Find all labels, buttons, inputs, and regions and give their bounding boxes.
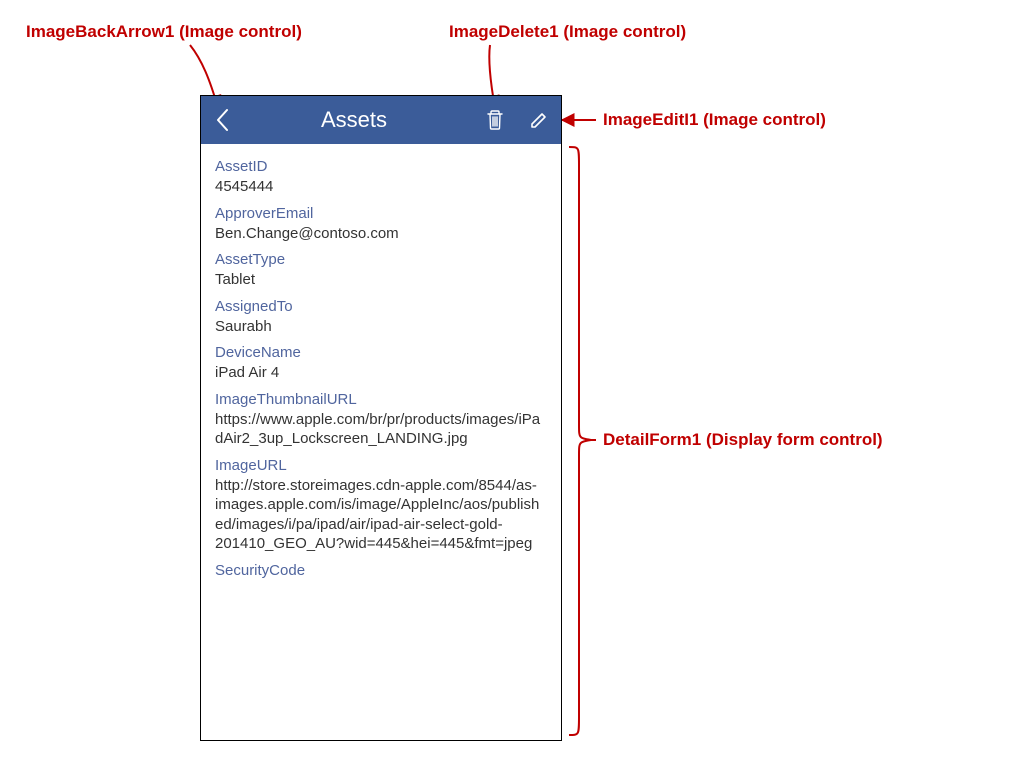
delete-button[interactable]: [473, 96, 517, 144]
field-label: AssetType: [215, 251, 547, 268]
app-header: Assets: [201, 96, 561, 144]
field-imagethumbnailurl: ImageThumbnailURL https://www.apple.com/…: [215, 391, 547, 449]
chevron-left-icon: [214, 108, 232, 132]
field-value: iPad Air 4: [215, 363, 547, 383]
field-approveremail: ApproverEmail Ben.Change@contoso.com: [215, 205, 547, 244]
field-label: AssetID: [215, 158, 547, 175]
field-value: 4545444: [215, 177, 547, 197]
trash-icon: [485, 109, 505, 131]
field-label: AssignedTo: [215, 298, 547, 315]
field-label: SecurityCode: [215, 562, 547, 579]
field-assignedto: AssignedTo Saurabh: [215, 298, 547, 337]
field-devicename: DeviceName iPad Air 4: [215, 344, 547, 383]
field-value: Ben.Change@contoso.com: [215, 224, 547, 244]
edit-button[interactable]: [517, 96, 561, 144]
header-title: Assets: [235, 107, 473, 133]
phone-frame: Assets AssetID 4545444 ApproverEmail Ben…: [200, 95, 562, 741]
field-securitycode: SecurityCode: [215, 562, 547, 579]
field-imageurl: ImageURL http://store.storeimages.cdn-ap…: [215, 457, 547, 554]
field-value: Tablet: [215, 270, 547, 290]
field-value: http://store.storeimages.cdn-apple.com/8…: [215, 476, 547, 554]
field-label: ImageThumbnailURL: [215, 391, 547, 408]
field-label: ApproverEmail: [215, 205, 547, 222]
detail-form: AssetID 4545444 ApproverEmail Ben.Change…: [201, 144, 561, 579]
field-label: ImageURL: [215, 457, 547, 474]
detailform-brace: [565, 145, 595, 740]
field-assetid: AssetID 4545444: [215, 158, 547, 197]
pencil-icon: [529, 110, 549, 130]
field-label: DeviceName: [215, 344, 547, 361]
field-assettype: AssetType Tablet: [215, 251, 547, 290]
field-value: https://www.apple.com/br/pr/products/ima…: [215, 410, 547, 449]
field-value: Saurabh: [215, 317, 547, 337]
